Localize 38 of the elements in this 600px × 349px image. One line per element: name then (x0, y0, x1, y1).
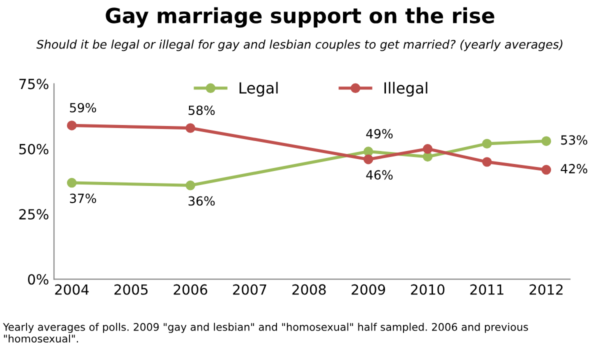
data-label: 42% (560, 164, 588, 174)
point (482, 157, 492, 167)
y-tick-label: 75% (19, 78, 48, 90)
x-tick-label: 2010 (411, 284, 444, 295)
x-tick-label: 2011 (470, 284, 504, 295)
x-tick-label: 2008 (292, 284, 326, 295)
x-tick-label: 2012 (530, 284, 563, 295)
y-tick-label: 25% (19, 209, 48, 220)
data-label: 59% (70, 102, 96, 112)
x-tick-label: 2009 (352, 284, 386, 295)
legend-label: Legal (240, 82, 278, 97)
x-tick-label: 2004 (55, 284, 89, 295)
point (541, 164, 552, 175)
point (186, 123, 196, 133)
data-label: 46% (366, 170, 393, 180)
y-tick-label: 0% (28, 274, 48, 285)
y-tick-label: 50% (19, 144, 48, 154)
point (422, 152, 433, 162)
chart-subtitle: Should it be legal or illegal for gay and lesbian couples to get married? (yearly averages) (36, 40, 562, 52)
point (482, 138, 492, 149)
data-label: 49% (366, 129, 393, 138)
point (422, 144, 433, 154)
data-label: 53% (561, 135, 588, 145)
x-tick-label: 2007 (233, 284, 266, 295)
data-label: 36% (188, 196, 215, 206)
legend-label: Illegal (384, 82, 428, 97)
point (363, 146, 374, 156)
point (186, 180, 196, 190)
point (66, 178, 77, 188)
point (363, 154, 374, 164)
point (541, 136, 552, 146)
point (66, 120, 77, 130)
data-label: 37% (70, 194, 96, 204)
text: Yearly averages of polls. 2009 "gay and lesbian" and "homosexual" half sampled. 2006 and previous "homosexual". (2, 322, 528, 343)
data-label: 58% (188, 106, 215, 116)
x-tick-label: 2005 (114, 284, 148, 295)
chart-title: Gay marriage support on the rise (106, 7, 494, 28)
x-tick-label: 2006 (174, 284, 208, 295)
